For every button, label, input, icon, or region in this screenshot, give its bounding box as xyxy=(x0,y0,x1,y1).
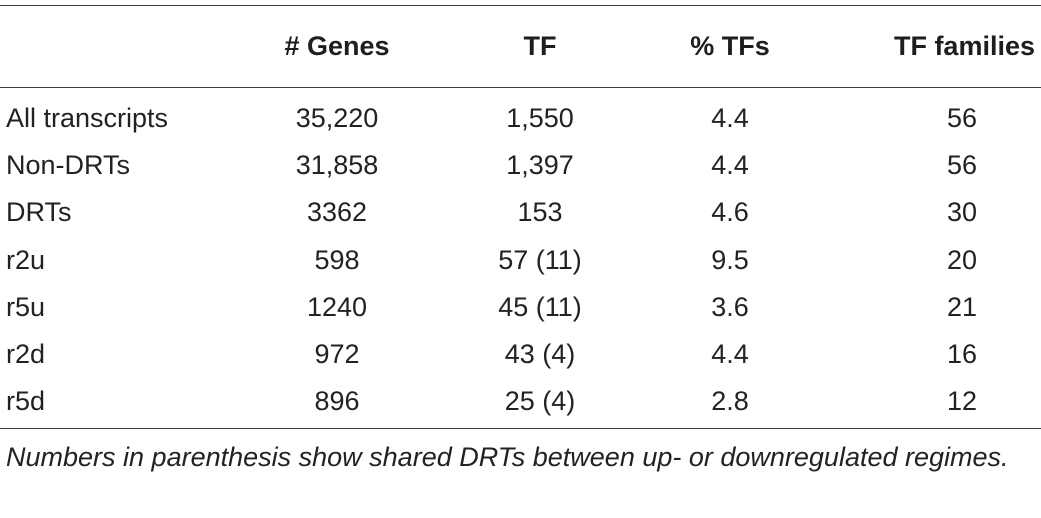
header-tf: TF xyxy=(523,31,557,61)
cell-pct-tfs: 2.8 xyxy=(711,386,749,417)
data-table: # Genes TF % TFs TF families All transcr… xyxy=(0,6,1041,425)
cell-tf: 153 xyxy=(517,197,563,228)
cell-tf: 1,397 xyxy=(506,150,574,181)
table-row: r5d 896 25 (4) 2.8 12 xyxy=(0,378,1041,425)
row-label: r2u xyxy=(6,244,46,275)
header-genes: # Genes xyxy=(284,31,390,61)
table-row: DRTs 3362 153 4.6 30 xyxy=(0,189,1041,236)
cell-pct-tfs: 4.4 xyxy=(711,150,749,181)
cell-pct-tfs: 4.4 xyxy=(711,103,749,134)
row-label: All transcripts xyxy=(6,103,169,134)
cell-tf: 43 (4) xyxy=(504,339,576,370)
header-tf-families: TF families xyxy=(893,31,1035,61)
cell-tf-families: 16 xyxy=(946,339,977,370)
table-bottom-rule xyxy=(0,428,1041,429)
cell-tf-families: 56 xyxy=(946,103,977,134)
header-pct-tfs: % TFs xyxy=(690,31,770,61)
table-row: Non-DRTs 31,858 1,397 4.4 56 xyxy=(0,142,1041,189)
cell-tf: 57 (11) xyxy=(498,244,582,275)
table-top-rule xyxy=(0,5,1041,6)
cell-tf-families: 20 xyxy=(946,244,977,275)
table-footnote: Numbers in parenthesis show shared DRTs … xyxy=(6,442,1009,472)
cell-pct-tfs: 4.4 xyxy=(711,339,749,370)
table-header-rule xyxy=(0,87,1041,88)
table-body: All transcripts 35,220 1,550 4.4 56 Non-… xyxy=(0,87,1041,425)
cell-genes: 3362 xyxy=(306,197,368,228)
cell-genes: 896 xyxy=(314,386,360,417)
cell-tf-families: 30 xyxy=(946,197,977,228)
table-row: r2d 972 43 (4) 4.4 16 xyxy=(0,331,1041,378)
row-label: r2d xyxy=(6,339,46,370)
cell-genes: 1240 xyxy=(306,291,368,322)
cell-tf: 45 (11) xyxy=(498,291,582,322)
cell-genes: 972 xyxy=(314,339,360,370)
cell-tf: 1,550 xyxy=(506,103,574,134)
table-row: All transcripts 35,220 1,550 4.4 56 xyxy=(0,87,1041,142)
row-label: r5d xyxy=(6,386,46,417)
cell-pct-tfs: 4.6 xyxy=(711,197,749,228)
header-row-label xyxy=(0,6,224,87)
row-label: Non-DRTs xyxy=(6,150,131,181)
cell-genes: 598 xyxy=(314,244,360,275)
cell-genes: 31,858 xyxy=(295,150,379,181)
cell-tf-families: 12 xyxy=(946,386,977,417)
table-header: # Genes TF % TFs TF families xyxy=(0,6,1041,87)
header-row: # Genes TF % TFs TF families xyxy=(0,6,1041,87)
cell-tf-families: 21 xyxy=(946,291,977,322)
cell-pct-tfs: 3.6 xyxy=(711,291,749,322)
cell-genes: 35,220 xyxy=(295,103,379,134)
cell-pct-tfs: 9.5 xyxy=(711,244,749,275)
cell-tf-families: 56 xyxy=(946,150,977,181)
row-label: r5u xyxy=(6,291,46,322)
table-row: r2u 598 57 (11) 9.5 20 xyxy=(0,237,1041,284)
row-label: DRTs xyxy=(6,197,72,228)
cell-tf: 25 (4) xyxy=(504,386,576,417)
table-row: r5u 1240 45 (11) 3.6 21 xyxy=(0,284,1041,331)
